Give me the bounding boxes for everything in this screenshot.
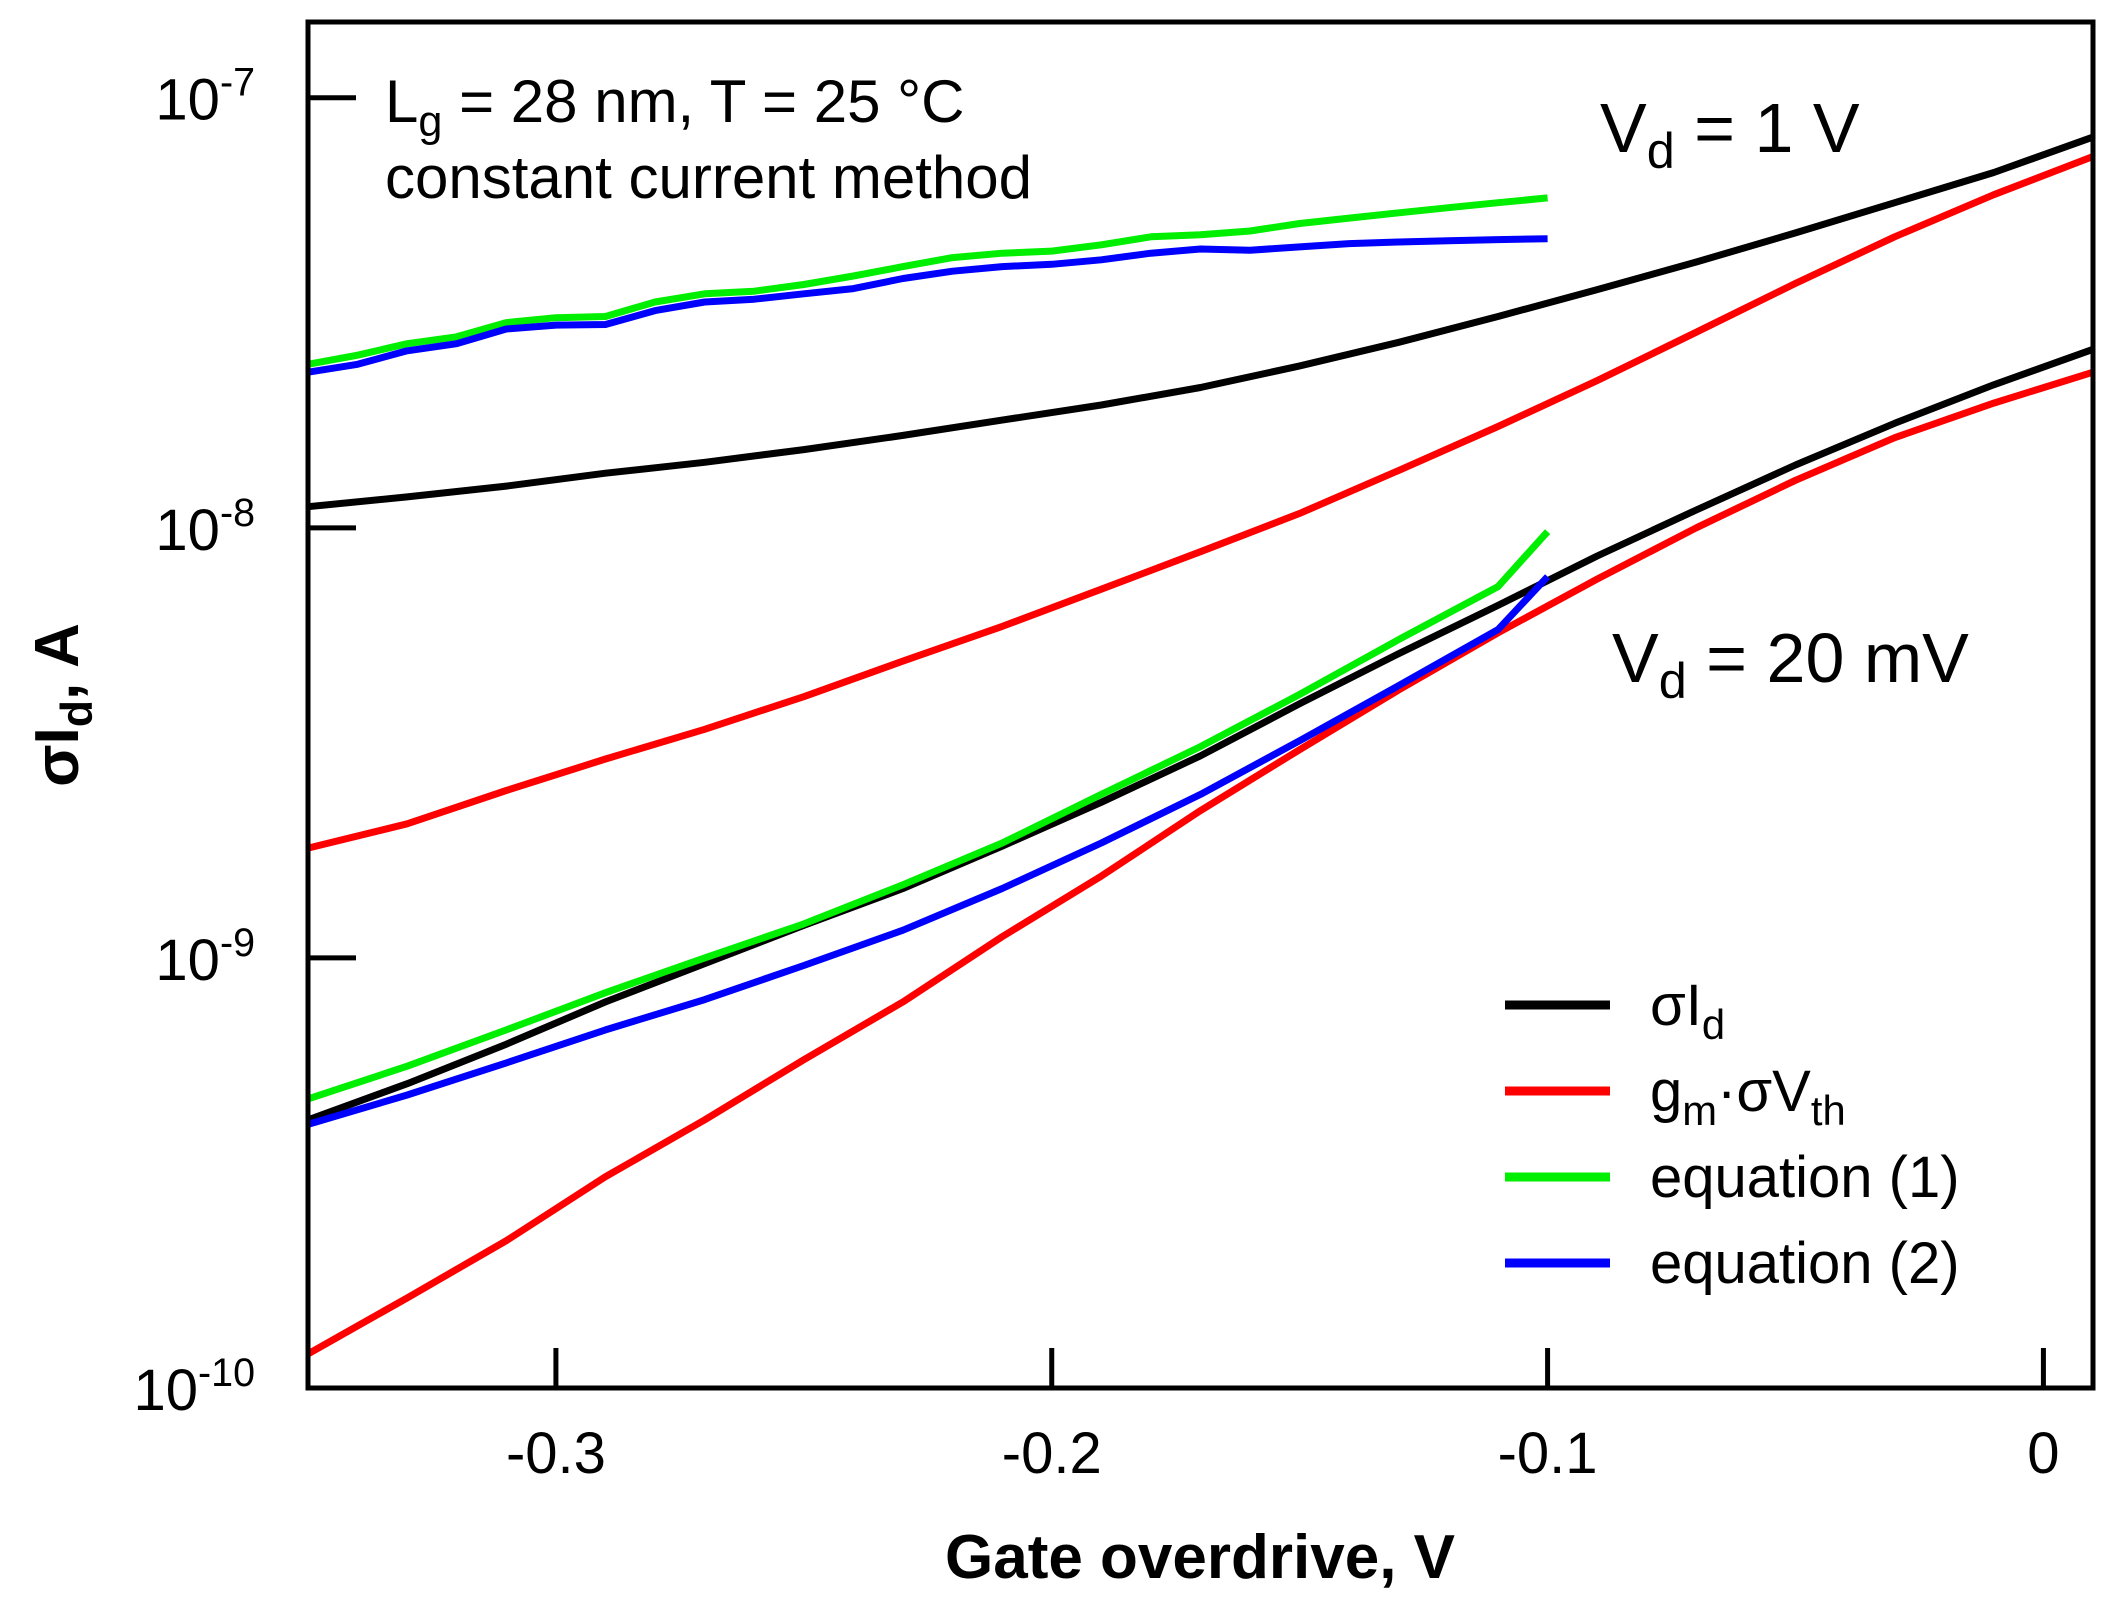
y-tick-label-base: 10 xyxy=(155,68,220,133)
y-axis-label: σId, A xyxy=(23,623,102,787)
series-line-eq1-vd_1V xyxy=(307,194,1548,368)
device-annotation-line2: constant current method xyxy=(385,144,1032,211)
legend-label-part: equation (2) xyxy=(1650,1231,1960,1296)
device-annotation-lg: L xyxy=(385,68,418,135)
y-tick-label: 10-10 xyxy=(134,1351,256,1423)
x-tick-label: -0.1 xyxy=(1498,1421,1598,1486)
legend-label-eq2: equation (2) xyxy=(1650,1231,1960,1296)
series-line-eq2-vd_1V xyxy=(307,235,1548,376)
y-tick-label-exponent: -8 xyxy=(220,491,255,535)
device-annotation-rest: = 28 nm, T = 25 °C xyxy=(442,68,964,135)
y-tick-label-base: 10 xyxy=(155,928,220,993)
x-tick-label: 0 xyxy=(2027,1421,2059,1486)
series-line-sigma_id-vd_1V xyxy=(307,133,2095,511)
series-line-eq2-vd_20mV xyxy=(307,574,1551,1128)
legend-label-part: ·σV xyxy=(1717,1059,1811,1124)
y-tick-label-base: 10 xyxy=(155,498,220,563)
y-tick-label-base: 10 xyxy=(134,1358,199,1423)
legend-label-part: equation (1) xyxy=(1650,1145,1960,1210)
y-tick-label-exponent: -10 xyxy=(198,1351,255,1395)
vd-20mv-rest: = 20 mV xyxy=(1687,619,1969,697)
y-axis-label-sub: d xyxy=(53,700,102,727)
vd-1v-sub: d xyxy=(1647,122,1675,179)
device-annotation-line1: Lg = 28 nm, T = 25 °C xyxy=(385,68,964,146)
vd-1v-annotation: Vd = 1 V xyxy=(1600,89,1860,179)
x-tick-label: -0.2 xyxy=(1002,1421,1102,1486)
legend-label-part: m xyxy=(1682,1087,1717,1134)
vd-1v-v: V xyxy=(1600,89,1647,167)
series-line-gm_sigma_vth-vd_20mV xyxy=(306,368,2095,1357)
vd-20mv-v: V xyxy=(1612,619,1659,697)
y-axis-label-rest: , A xyxy=(23,623,92,700)
vd-20mv-annotation: Vd = 20 mV xyxy=(1612,619,1969,709)
y-tick-label-exponent: -7 xyxy=(220,61,255,105)
legend-label-sigma_id: σId xyxy=(1650,973,1725,1048)
y-tick-label: 10-7 xyxy=(155,61,255,133)
legend-label-gm_sigma_vth: gm·σVth xyxy=(1650,1059,1846,1134)
y-tick-label: 10-9 xyxy=(155,921,255,993)
device-annotation-lg-sub: g xyxy=(418,98,442,146)
legend-label-part: d xyxy=(1702,1001,1725,1048)
legend-label-part: g xyxy=(1650,1059,1682,1124)
series-line-gm_sigma_vth-vd_1V xyxy=(307,153,2095,852)
legend-label-eq1: equation (1) xyxy=(1650,1145,1960,1210)
series-layer xyxy=(306,133,2095,1357)
vd-20mv-sub: d xyxy=(1659,652,1687,709)
legend-label-part: th xyxy=(1811,1087,1846,1134)
y-tick-label-exponent: -9 xyxy=(220,921,255,965)
series-line-eq1-vd_20mV xyxy=(306,529,1551,1103)
series-line-sigma_id-vd_20mV xyxy=(306,346,2095,1124)
x-tick-label: -0.3 xyxy=(506,1421,606,1486)
vd-1v-rest: = 1 V xyxy=(1675,89,1860,167)
legend-label-part: σI xyxy=(1650,973,1702,1038)
x-axis-label: Gate overdrive, V xyxy=(945,1523,1455,1592)
y-tick-label: 10-8 xyxy=(155,491,255,563)
y-axis-label-main: σI xyxy=(23,727,92,787)
plot-frame xyxy=(305,19,2096,1391)
